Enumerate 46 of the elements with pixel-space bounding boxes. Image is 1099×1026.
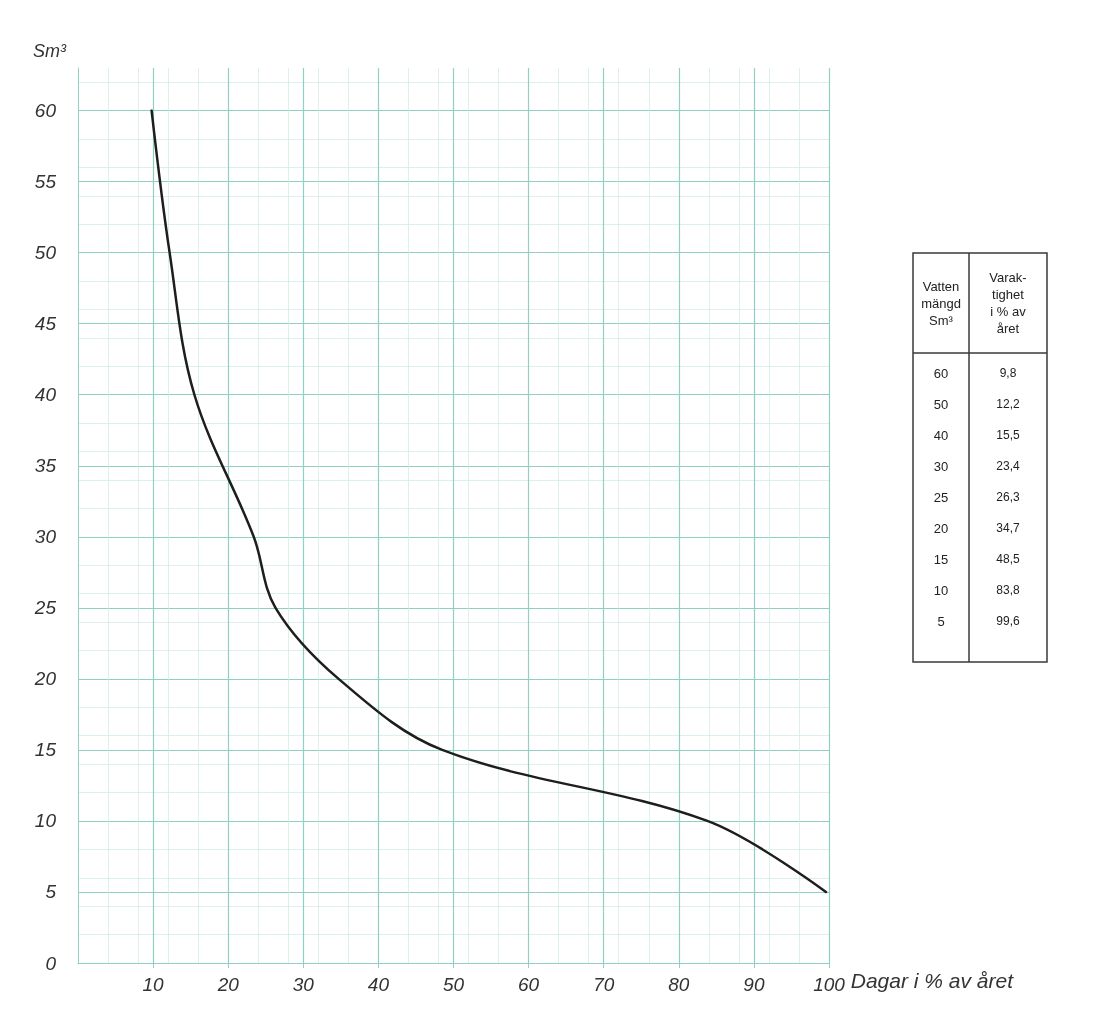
y-tick-label: 10 bbox=[34, 810, 57, 832]
text: Vatten mängd Sm³ bbox=[921, 278, 961, 328]
text: 5 bbox=[937, 613, 945, 629]
text: 30 bbox=[933, 458, 949, 474]
y-tick-label: 20 bbox=[33, 668, 57, 690]
text: 15 bbox=[933, 551, 949, 567]
y-tick-label: 50 bbox=[34, 242, 57, 264]
text: 12,2 bbox=[996, 397, 1020, 411]
text: Varak- tighet i % av året bbox=[989, 270, 1027, 336]
text: 60 bbox=[933, 365, 949, 381]
x-tick-label: 50 bbox=[442, 974, 465, 995]
y-tick-label: 15 bbox=[34, 739, 57, 761]
y-tick-label: 25 bbox=[33, 597, 57, 619]
text: 20 bbox=[933, 520, 949, 536]
y-tick-label: 55 bbox=[34, 171, 57, 193]
text: 34,7 bbox=[996, 521, 1020, 535]
text: 23,4 bbox=[996, 459, 1020, 473]
line-series bbox=[150, 109, 828, 894]
x-tick-label: 20 bbox=[216, 974, 240, 995]
text: 40 bbox=[933, 427, 949, 443]
x-axis-title: Dagar i % av året bbox=[850, 969, 1015, 992]
y-tick-label: 45 bbox=[34, 313, 57, 335]
x-tick-label: 60 bbox=[518, 974, 540, 995]
text: 99,6 bbox=[996, 614, 1020, 628]
y-axis-title: Sm³ bbox=[33, 41, 67, 61]
y-tick-label: 30 bbox=[34, 526, 57, 548]
text: 26,3 bbox=[996, 490, 1020, 504]
x-tick-label: 30 bbox=[292, 974, 315, 995]
text: 15,5 bbox=[996, 428, 1020, 442]
x-tick-label: 80 bbox=[668, 974, 690, 995]
y-tick-label: 40 bbox=[34, 384, 57, 406]
x-tick-label: 90 bbox=[743, 974, 765, 995]
text: 50 bbox=[933, 396, 949, 412]
y-tick-label: 60 bbox=[34, 100, 57, 122]
x-tick-label: 40 bbox=[367, 974, 390, 995]
x-tick-label: 10 bbox=[142, 974, 165, 995]
text: 25 bbox=[933, 489, 949, 505]
text: 48,5 bbox=[996, 552, 1020, 566]
y-tick-label: 35 bbox=[34, 455, 57, 477]
y-tick-label: 5 bbox=[45, 881, 57, 903]
x-tick-label: 70 bbox=[593, 974, 615, 995]
text: 83,8 bbox=[996, 583, 1020, 597]
text: 10 bbox=[933, 582, 949, 598]
x-tick-label: 100 bbox=[813, 974, 846, 995]
text: 9,8 bbox=[999, 366, 1017, 380]
y-tick-label: 0 bbox=[45, 952, 57, 974]
